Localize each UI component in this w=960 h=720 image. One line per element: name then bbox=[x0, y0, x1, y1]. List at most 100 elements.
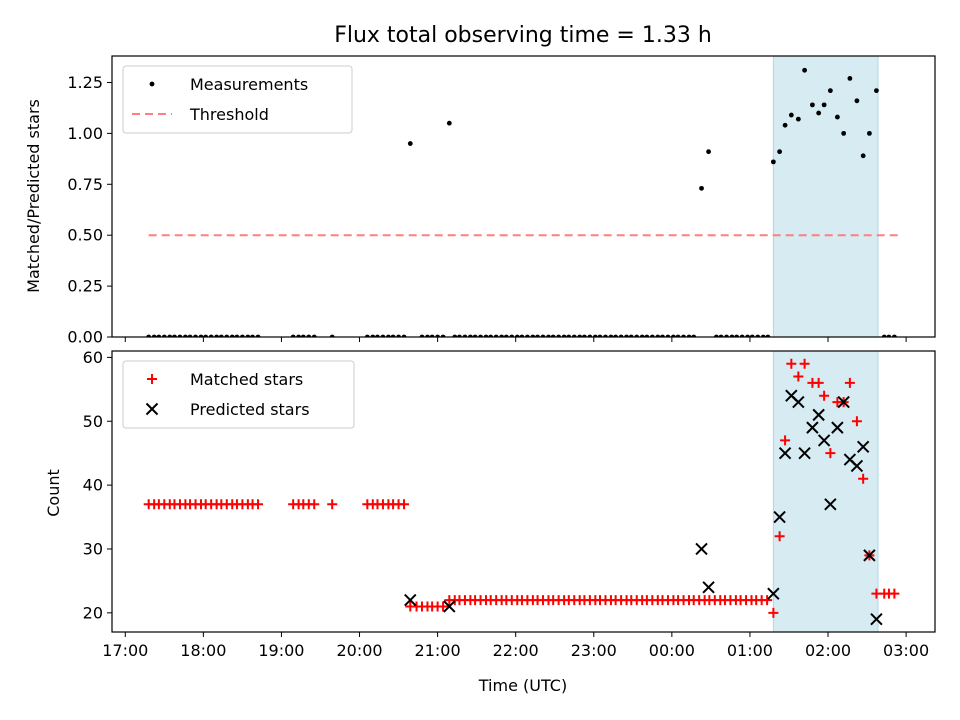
bottom-panel: 20 30 40 50 60 17:00 18:00 19:00 20:00 21:00 22:00… bbox=[83, 348, 936, 660]
predicted-star-marker bbox=[856, 440, 870, 454]
predicted-star-marker bbox=[863, 549, 876, 562]
x-tick-label: 03:00 bbox=[883, 641, 929, 660]
legend-label: Matched stars bbox=[190, 370, 303, 389]
x-tick-label: 20:00 bbox=[336, 641, 382, 660]
x-tick-label: 18:00 bbox=[180, 641, 226, 660]
predicted-star-marker bbox=[767, 587, 780, 600]
matched-star-marker bbox=[851, 416, 862, 427]
measurement-point bbox=[407, 141, 413, 146]
legend-matched-swatch bbox=[147, 374, 157, 384]
predicted-star-marker bbox=[837, 395, 850, 409]
matched-star-marker bbox=[889, 588, 900, 599]
legend-label: Threshold bbox=[189, 105, 269, 124]
measurement-point bbox=[788, 112, 794, 118]
y-tick-label: 20 bbox=[83, 603, 103, 622]
legend-box bbox=[122, 360, 355, 429]
measurement-point bbox=[834, 114, 840, 120]
matched-star-marker bbox=[819, 390, 830, 401]
predicted-star-marker bbox=[824, 498, 837, 511]
legend-box bbox=[122, 65, 353, 134]
legend-label: Measurements bbox=[190, 75, 308, 94]
y-tick-label: 40 bbox=[83, 476, 103, 495]
axes-frame bbox=[111, 55, 936, 338]
predicted-star-marker bbox=[792, 395, 805, 409]
measurement-point bbox=[867, 130, 872, 136]
matched-star-marker bbox=[774, 531, 785, 542]
y-tick-label: 1.00 bbox=[67, 124, 103, 143]
measurement-point bbox=[782, 122, 788, 128]
matched-star-marker bbox=[799, 358, 810, 369]
predicted-star-marker bbox=[850, 459, 864, 473]
y-axis-label-count: Count bbox=[44, 469, 63, 517]
measurement-point bbox=[706, 149, 711, 155]
y-tick-label: 0.50 bbox=[67, 226, 103, 245]
predicted-star-marker bbox=[870, 613, 883, 626]
measurement-point bbox=[802, 67, 808, 73]
measurement-point bbox=[770, 159, 776, 165]
y-tick-label: 60 bbox=[83, 348, 103, 367]
x-tick-label: 22:00 bbox=[493, 641, 539, 660]
y-tick-label: 1.25 bbox=[67, 73, 103, 92]
measurement-point bbox=[841, 130, 847, 136]
highlight-span bbox=[772, 55, 879, 338]
predicted-star-marker bbox=[773, 510, 786, 524]
data-layer bbox=[143, 358, 900, 626]
measurement-point bbox=[777, 149, 783, 155]
y-tick-label: 0.25 bbox=[67, 277, 103, 296]
x-tick-label: 23:00 bbox=[571, 641, 617, 660]
matched-star-marker bbox=[793, 371, 804, 382]
predicted-star-marker bbox=[443, 600, 456, 613]
x-tick-label: 17:00 bbox=[102, 641, 148, 660]
axes-frame bbox=[111, 350, 936, 633]
predicted-star-marker bbox=[695, 542, 708, 556]
x-tick-label: 00:00 bbox=[649, 641, 695, 660]
legend-predicted-swatch bbox=[145, 402, 159, 416]
predicted-star-marker bbox=[778, 446, 792, 460]
matched-star-marker bbox=[309, 499, 320, 510]
y-tick-label: 30 bbox=[83, 539, 103, 558]
measurement-point bbox=[810, 102, 815, 108]
predicted-star-marker bbox=[806, 421, 819, 434]
x-tick-label: 01:00 bbox=[727, 641, 773, 660]
top-panel: 0.00 0.25 0.50 0.75 1.00 1.25 Measurements Thre… bbox=[67, 55, 936, 347]
highlight-span bbox=[772, 350, 879, 633]
matched-star-marker bbox=[327, 499, 338, 510]
measurement-point bbox=[821, 102, 827, 108]
measurement-point bbox=[795, 116, 801, 122]
measurement-point bbox=[874, 88, 879, 94]
x-axis-label: Time (UTC) bbox=[478, 676, 567, 695]
y-tick-label: 0.75 bbox=[67, 175, 103, 194]
y-tick-label: 0.00 bbox=[67, 328, 103, 347]
predicted-star-marker bbox=[404, 593, 417, 607]
predicted-star-marker bbox=[831, 421, 844, 434]
measurement-point bbox=[860, 153, 866, 159]
matched-star-marker bbox=[768, 607, 779, 618]
x-tick-label: 21:00 bbox=[415, 641, 461, 660]
measurement-point bbox=[446, 120, 452, 126]
matched-star-marker bbox=[780, 435, 791, 446]
measurement-point bbox=[816, 110, 822, 116]
matched-star-marker bbox=[253, 499, 264, 510]
x-tick-label: 02:00 bbox=[805, 641, 851, 660]
measurement-point bbox=[699, 185, 704, 191]
matched-star-marker bbox=[858, 473, 869, 484]
matched-star-marker bbox=[399, 499, 410, 510]
matched-star-marker bbox=[813, 377, 824, 388]
matched-star-marker bbox=[438, 601, 449, 612]
measurement-point bbox=[847, 75, 853, 81]
predicted-star-marker bbox=[817, 434, 831, 447]
chart-title: Flux total observing time = 1.33 h bbox=[334, 23, 712, 48]
legend-label: Predicted stars bbox=[190, 400, 310, 419]
y-axis-label-ratio: Matched/Predicted stars bbox=[24, 99, 43, 293]
measurement-point bbox=[827, 88, 833, 94]
predicted-star-marker bbox=[702, 581, 715, 594]
matched-star-marker bbox=[844, 377, 855, 388]
y-tick-label: 50 bbox=[83, 412, 103, 431]
legend-measurement-swatch bbox=[149, 81, 155, 87]
matched-star-marker bbox=[825, 448, 836, 459]
x-tick-label: 19:00 bbox=[258, 641, 304, 660]
matched-star-marker bbox=[786, 358, 797, 369]
measurement-point bbox=[854, 98, 860, 104]
predicted-star-marker bbox=[812, 408, 825, 422]
